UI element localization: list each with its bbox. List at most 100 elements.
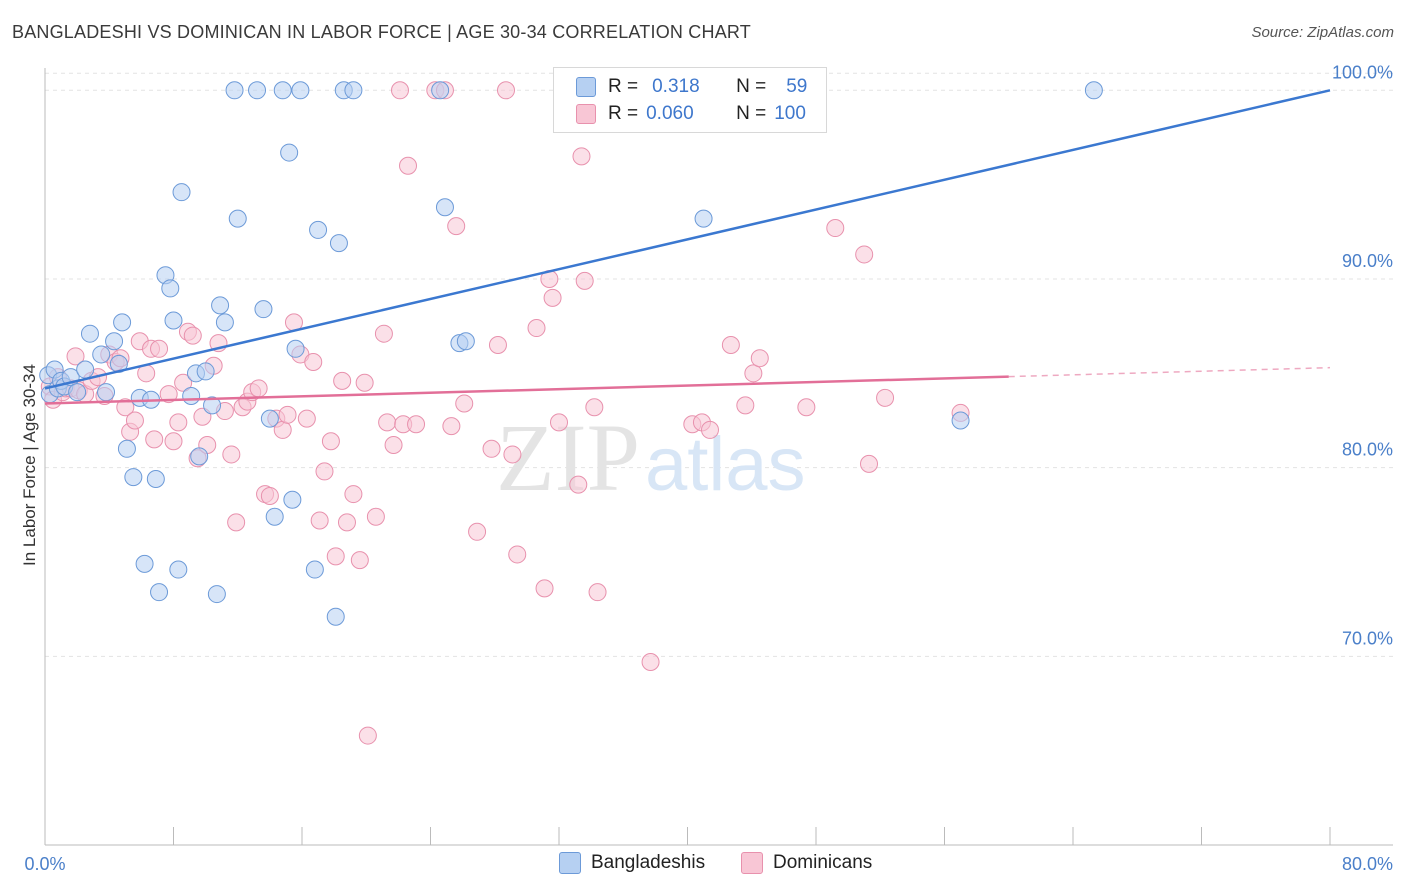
dominican-point — [145, 430, 164, 449]
bangladeshi-point — [97, 383, 116, 402]
bangladeshi-point — [113, 313, 132, 332]
dominican-point — [721, 336, 740, 355]
bangladeshi-point — [203, 396, 222, 415]
dominican-point — [384, 436, 403, 455]
y-tick-label: 80.0% — [1342, 440, 1393, 460]
dominican-point — [227, 513, 246, 532]
dominican-point — [572, 147, 591, 166]
y-tick-label: 100.0% — [1332, 62, 1393, 82]
bangladeshi-point — [456, 332, 475, 351]
dominican-point — [569, 475, 588, 494]
bangladeshi-point — [273, 81, 292, 100]
dominican-point — [304, 352, 323, 371]
bangladeshi-point — [150, 583, 169, 602]
legend-row-bangladeshis: R = 0.318 N = 59 — [576, 73, 807, 101]
bangladeshi-point — [76, 360, 95, 379]
bangladeshi-point — [207, 585, 226, 604]
dominican-point — [183, 326, 202, 345]
dominican-point — [442, 417, 461, 436]
stats-legend: R = 0.318 N = 59 R = 0.060 N = 100 — [553, 67, 827, 133]
dominican-point — [550, 413, 568, 432]
dominican-point — [588, 583, 607, 602]
dominican-point — [278, 405, 297, 424]
chart-source: Source: ZipAtlas.com — [1251, 24, 1394, 41]
dominican-point — [855, 245, 874, 264]
dominican-point — [350, 551, 369, 570]
dominican-point — [374, 324, 393, 343]
dominican-point — [249, 379, 268, 398]
bangladeshi-point — [431, 81, 450, 100]
dominican-point — [337, 513, 356, 532]
dominican-point — [543, 288, 562, 307]
dominican-point — [468, 522, 487, 541]
dominican-point — [508, 545, 527, 564]
bangladeshi-point — [265, 507, 284, 526]
dominican-point — [700, 420, 719, 439]
watermark: ZIP atlas — [496, 404, 806, 511]
legend-r-label: R = — [608, 103, 639, 124]
legend-n-label: N = — [736, 103, 767, 124]
y-tick-label: 90.0% — [1342, 251, 1393, 271]
dominican-point — [399, 156, 418, 175]
bangladeshi-point — [260, 409, 279, 428]
axes — [44, 68, 1393, 846]
gridlines — [45, 72, 1393, 657]
bangladeshi-point — [135, 554, 154, 573]
legend-swatch-bangladeshis — [576, 77, 596, 97]
legend-r-value: 0.060 — [646, 103, 694, 124]
legend-label: Dominicans — [773, 852, 873, 873]
dominican-point — [159, 385, 178, 404]
legend-n-value: 100 — [774, 103, 806, 124]
trend-lines — [44, 89, 1331, 405]
bangladeshi-point — [196, 362, 215, 381]
dominican-point — [116, 398, 135, 417]
legend-n-value: 59 — [786, 76, 808, 97]
dominican-point — [315, 462, 334, 481]
legend-item-dominicans: Dominicans — [741, 852, 872, 874]
bangladeshi-point — [182, 386, 201, 405]
dominican-point — [326, 547, 345, 566]
bangladeshi-point — [248, 81, 267, 100]
legend-row-dominicans: R = 0.060 N = 100 — [576, 100, 806, 128]
bangladeshi-point — [164, 311, 183, 330]
dominican-point — [66, 347, 85, 366]
bangladeshi-point — [344, 81, 363, 100]
dominican-point — [503, 445, 522, 464]
bangladeshi-points — [39, 81, 1103, 626]
dominican-point — [488, 336, 507, 355]
bangladeshi-point — [146, 469, 165, 488]
watermark-atlas: atlas — [645, 422, 806, 507]
trend-line-extension-dominicans — [1008, 366, 1331, 378]
dominican-point — [455, 394, 474, 413]
dominican-point — [575, 271, 594, 290]
tick-labels: 70.0% 80.0% 90.0% 100.0% 0.0% 80.0% — [24, 62, 1393, 874]
dominican-point — [585, 398, 604, 417]
bangladeshi-point — [286, 339, 305, 358]
dominican-point — [366, 507, 385, 526]
dominican-point — [826, 219, 845, 238]
dominican-point — [169, 413, 188, 432]
dominican-point — [407, 415, 426, 434]
x-tick-label: 0.0% — [24, 854, 65, 874]
dominican-point — [797, 398, 816, 417]
trend-line-bangladeshis — [44, 89, 1331, 390]
bangladeshi-point — [280, 143, 299, 162]
bangladeshi-point — [329, 234, 348, 253]
dominican-point — [310, 511, 329, 530]
legend-n-label: N = — [736, 76, 767, 97]
x-tick-label: 80.0% — [1342, 854, 1393, 874]
dominican-point — [482, 439, 501, 458]
bangladeshi-point — [117, 439, 136, 458]
legend-r-label: R = — [608, 76, 639, 97]
dominican-point — [750, 349, 769, 368]
dominican-point — [344, 485, 363, 504]
dominican-point — [378, 413, 397, 432]
dominican-point — [447, 217, 466, 236]
dominican-point — [174, 373, 193, 392]
legend-swatch — [741, 852, 763, 874]
bangladeshi-point — [951, 411, 970, 430]
bangladeshi-point — [172, 183, 191, 202]
dominican-point — [876, 388, 895, 407]
legend-swatch-dominicans — [576, 104, 596, 124]
legend-label: Bangladeshis — [591, 852, 706, 873]
